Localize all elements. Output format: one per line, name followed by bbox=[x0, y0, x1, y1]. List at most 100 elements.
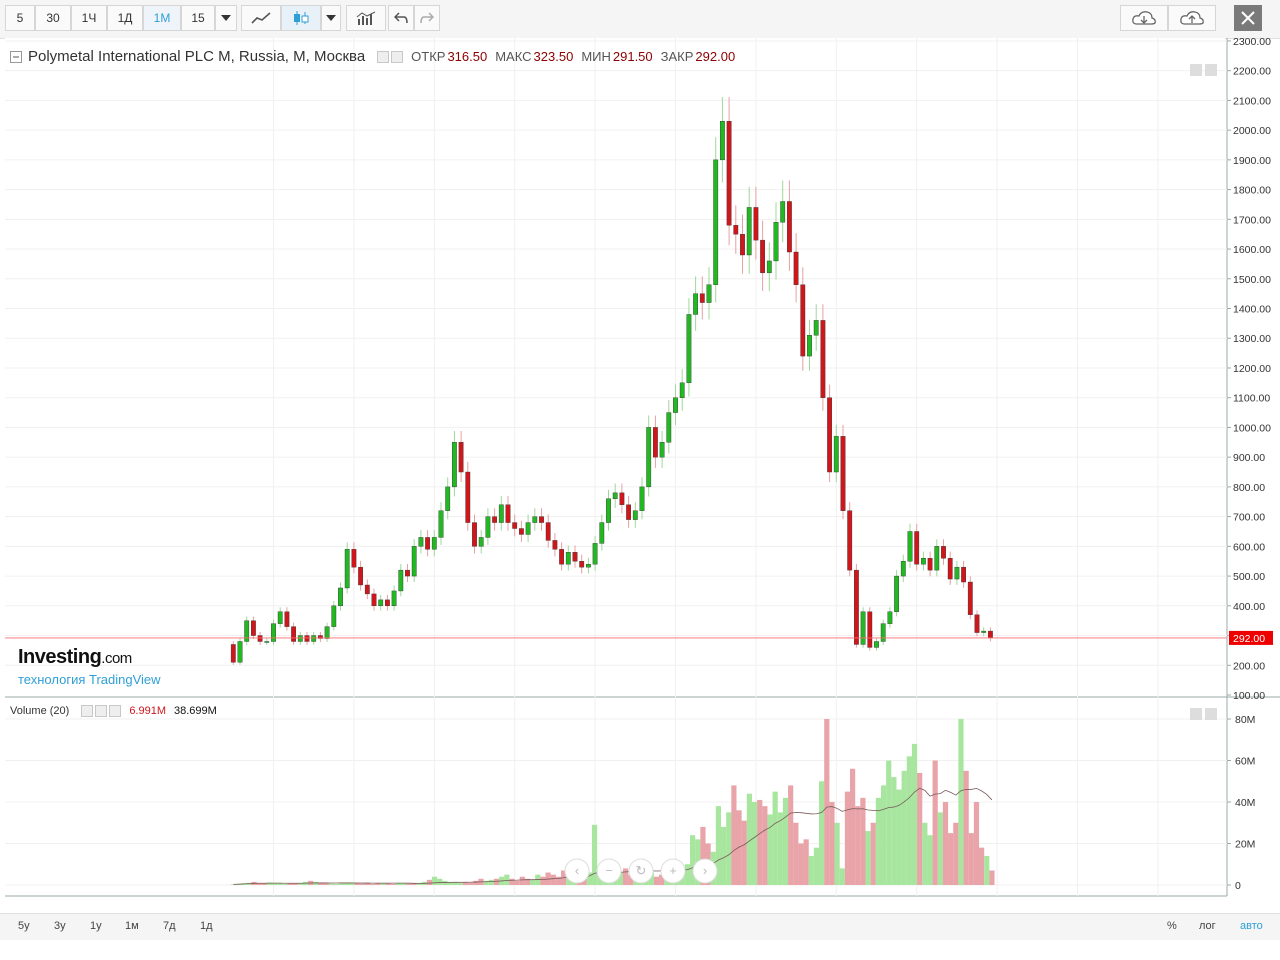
volume-bar bbox=[328, 883, 334, 885]
candle bbox=[250, 620, 256, 636]
candle bbox=[498, 504, 504, 523]
volume-bar bbox=[468, 882, 474, 885]
volume-bar bbox=[875, 797, 882, 885]
candle bbox=[572, 552, 578, 562]
volume-bar bbox=[395, 883, 402, 885]
price-volume-chart[interactable]: 100.00200.00300.00400.00500.00600.00700.… bbox=[5, 36, 1280, 914]
volume-bar bbox=[684, 864, 691, 885]
volume-bar bbox=[917, 772, 923, 885]
interval-30-button[interactable]: 30 bbox=[35, 5, 71, 31]
candle bbox=[867, 611, 873, 648]
collapse-icon[interactable] bbox=[10, 50, 22, 63]
line-chart-button[interactable] bbox=[241, 5, 281, 31]
candle bbox=[405, 569, 410, 577]
volume-remove-icon[interactable] bbox=[109, 705, 122, 717]
volume-bar bbox=[839, 868, 845, 885]
range-1m-button[interactable]: 1м bbox=[125, 920, 139, 932]
range-7d-button[interactable]: 7д bbox=[163, 920, 176, 932]
candle bbox=[833, 436, 839, 473]
candle bbox=[297, 635, 303, 642]
volume-bar bbox=[437, 878, 443, 885]
candle bbox=[686, 314, 692, 384]
volume-bar bbox=[540, 876, 546, 885]
range-1y-button[interactable]: 1y bbox=[90, 920, 102, 932]
auto-scale-button[interactable]: авто bbox=[1240, 920, 1263, 932]
candle bbox=[720, 121, 725, 161]
candle bbox=[364, 584, 370, 595]
cloud-upload-button[interactable] bbox=[1168, 5, 1216, 31]
volume-bar bbox=[452, 882, 458, 885]
candle bbox=[820, 320, 826, 398]
undo-button[interactable] bbox=[388, 5, 414, 31]
candle bbox=[237, 641, 243, 663]
scroll-right-icon: › bbox=[703, 863, 707, 878]
candle bbox=[800, 284, 806, 357]
reset-icon: ↻ bbox=[636, 863, 647, 878]
volume-bar bbox=[586, 872, 592, 885]
volume-bar bbox=[762, 806, 768, 885]
redo-button[interactable] bbox=[414, 5, 440, 31]
candle bbox=[592, 543, 598, 565]
volume-bar bbox=[318, 882, 324, 885]
candle bbox=[230, 644, 236, 663]
price-tick-label: 400.00 bbox=[1233, 601, 1265, 613]
volume-bar bbox=[751, 802, 758, 885]
candle bbox=[746, 207, 752, 256]
candle-chart-button[interactable] bbox=[281, 5, 321, 31]
format-icon[interactable] bbox=[391, 50, 404, 63]
close-label: ЗАКР bbox=[660, 49, 694, 64]
move-down-icon[interactable] bbox=[1205, 64, 1217, 76]
volume-bar bbox=[829, 802, 835, 885]
candle bbox=[894, 575, 900, 612]
price-tick-label: 1600.00 bbox=[1233, 244, 1271, 256]
candle bbox=[900, 561, 906, 577]
interval-1m-button[interactable]: 1M bbox=[143, 5, 181, 31]
candle bbox=[619, 492, 625, 505]
range-1d-button[interactable]: 1д bbox=[200, 920, 213, 932]
volume-bar bbox=[411, 883, 417, 885]
interval-1d-button[interactable]: 1Д bbox=[107, 5, 143, 31]
pane-arrows bbox=[1190, 63, 1220, 81]
candle bbox=[639, 486, 645, 511]
candle bbox=[840, 436, 846, 511]
tradingview-credit[interactable]: технология TradingView bbox=[18, 672, 161, 687]
move-up-icon[interactable] bbox=[1190, 708, 1202, 720]
indicators-button[interactable] bbox=[346, 5, 386, 31]
candle bbox=[787, 201, 792, 253]
chevron-down-icon bbox=[221, 15, 231, 21]
price-pane bbox=[5, 38, 1225, 696]
volume-settings-icon[interactable] bbox=[95, 705, 108, 717]
candle bbox=[492, 516, 497, 523]
settings-icon[interactable] bbox=[377, 50, 390, 63]
interval-15-button[interactable]: 15 bbox=[181, 5, 215, 31]
move-down-icon[interactable] bbox=[1205, 708, 1217, 720]
volume-bar bbox=[297, 883, 303, 885]
candle bbox=[244, 620, 250, 642]
price-tick-label: 1300.00 bbox=[1233, 333, 1271, 345]
volume-bar bbox=[937, 812, 943, 885]
chart-area[interactable]: 100.00200.00300.00400.00500.00600.00700.… bbox=[5, 36, 1280, 914]
candle bbox=[579, 561, 585, 568]
interval-1h-button[interactable]: 1Ч bbox=[71, 5, 107, 31]
percent-scale-button[interactable]: % bbox=[1167, 920, 1177, 932]
range-5y-button[interactable]: 5y bbox=[18, 920, 30, 932]
chart-type-dropdown-button[interactable] bbox=[321, 5, 341, 31]
candle bbox=[693, 293, 699, 315]
candle bbox=[599, 522, 605, 544]
volume-bar bbox=[550, 874, 556, 885]
volume-visibility-icon[interactable] bbox=[81, 705, 94, 717]
price-tick-label: 1800.00 bbox=[1233, 185, 1271, 197]
range-3y-button[interactable]: 3y bbox=[54, 920, 66, 932]
interval-dropdown-button[interactable] bbox=[215, 5, 237, 31]
volume-bar bbox=[793, 822, 799, 885]
candle bbox=[673, 397, 678, 413]
volume-bar bbox=[442, 880, 448, 885]
cloud-download-button[interactable] bbox=[1120, 5, 1168, 31]
move-up-icon[interactable] bbox=[1190, 64, 1202, 76]
volume-bar bbox=[782, 797, 789, 885]
interval-5-button[interactable]: 5 bbox=[5, 5, 35, 31]
price-tick-label: 200.00 bbox=[1233, 660, 1265, 672]
close-button[interactable] bbox=[1234, 5, 1262, 31]
log-scale-button[interactable]: лог bbox=[1199, 920, 1216, 932]
candle bbox=[740, 233, 745, 256]
